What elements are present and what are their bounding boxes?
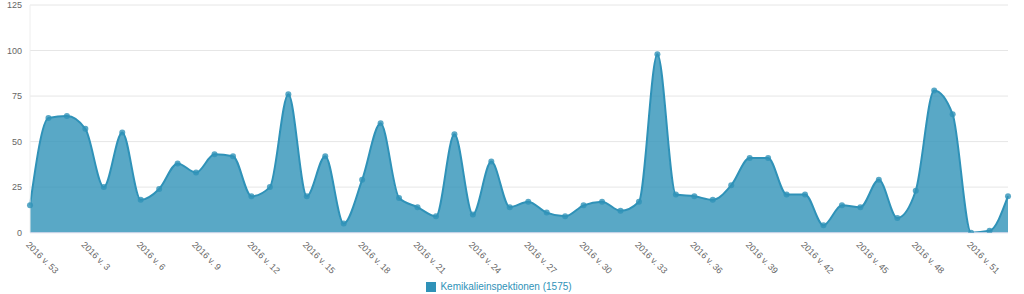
svg-text:2016 v. 24: 2016 v. 24: [467, 240, 503, 276]
svg-text:2016 v. 9: 2016 v. 9: [190, 240, 223, 273]
svg-text:2016 v. 39: 2016 v. 39: [744, 240, 780, 276]
svg-text:2016 v. 30: 2016 v. 30: [578, 240, 614, 276]
svg-text:2016 v. 53: 2016 v. 53: [24, 240, 60, 276]
svg-text:2016 v. 45: 2016 v. 45: [854, 240, 890, 276]
svg-text:25: 25: [12, 182, 22, 192]
svg-text:100: 100: [8, 46, 22, 56]
svg-text:2016 v. 6: 2016 v. 6: [135, 240, 168, 273]
svg-text:2016 v. 12: 2016 v. 12: [246, 240, 282, 276]
svg-text:2016 v. 3: 2016 v. 3: [79, 240, 112, 273]
svg-text:2016 v. 48: 2016 v. 48: [910, 240, 946, 276]
svg-text:0: 0: [17, 228, 22, 238]
svg-text:125: 125: [8, 0, 22, 10]
svg-text:2016 v. 27: 2016 v. 27: [522, 240, 558, 276]
svg-text:2016 v. 36: 2016 v. 36: [688, 240, 724, 276]
html-text:Kemikalieinspektionen (1575): Kemikalieinspektionen (1575): [440, 280, 572, 292]
svg-text:2016 v. 15: 2016 v. 15: [301, 240, 337, 276]
svg-text:2016 v. 42: 2016 v. 42: [799, 240, 835, 276]
svg-text:2016 v. 18: 2016 v. 18: [356, 240, 392, 276]
svg-text:2016 v. 51: 2016 v. 51: [965, 240, 1001, 276]
svg-text:2016 v. 33: 2016 v. 33: [633, 240, 669, 276]
svg-text:2016 v. 21: 2016 v. 21: [412, 240, 448, 276]
svg-text:75: 75: [12, 91, 22, 101]
svg-text:50: 50: [12, 137, 22, 147]
